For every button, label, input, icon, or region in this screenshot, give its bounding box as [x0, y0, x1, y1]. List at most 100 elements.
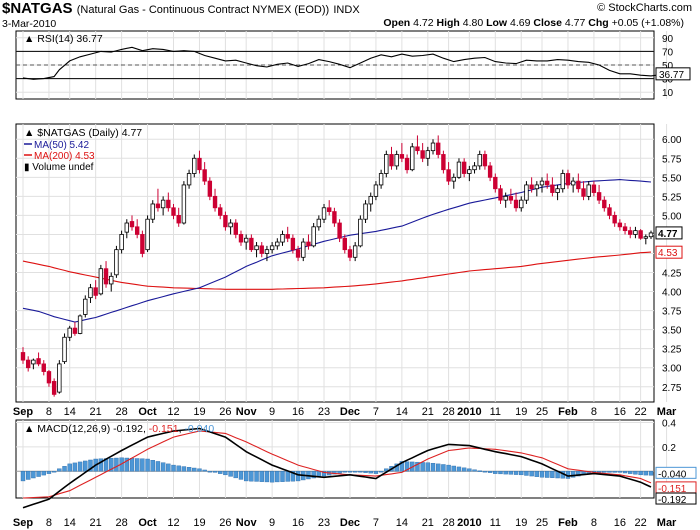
macd-histogram-bar	[98, 458, 104, 472]
price-candle	[628, 230, 633, 235]
macd-histogram-bar	[181, 466, 187, 472]
price-x-label: 25	[536, 406, 548, 418]
macd-histogram-bar	[218, 470, 223, 474]
price-candle	[290, 237, 296, 251]
price-candle	[109, 275, 114, 285]
macd-histogram-bar	[477, 470, 482, 472]
macd-histogram-bar	[436, 463, 441, 472]
price-candle	[124, 222, 130, 233]
macd-histogram-bar	[368, 470, 373, 474]
price-panel-frame	[15, 123, 655, 403]
price-candle	[311, 226, 316, 247]
price-candle	[62, 336, 67, 363]
price-x-label: 11	[490, 406, 501, 418]
macd-x-label: 16	[614, 517, 626, 529]
rsi-current-value: 36.77	[659, 70, 684, 81]
watermark: © StockCharts.com	[597, 2, 692, 14]
macd-histogram-bar	[399, 461, 405, 472]
rsi-tick-label: 50	[662, 61, 674, 72]
macd-histogram-bar	[534, 470, 540, 477]
price-candle	[555, 188, 560, 193]
rsi-tick-label: 10	[662, 88, 674, 99]
price-candle	[218, 207, 223, 216]
macd-x-label: 2010	[457, 517, 481, 529]
price-candle	[150, 203, 155, 220]
price-candle	[425, 150, 431, 159]
macd-histogram-bar	[41, 470, 46, 476]
price-candle	[461, 161, 467, 174]
price-candle	[529, 184, 534, 190]
macd-histogram-bar	[72, 462, 78, 472]
price-candle	[67, 327, 72, 338]
price-candle	[617, 222, 623, 228]
price-candle	[519, 199, 524, 209]
macd-histogram-bar	[337, 470, 342, 474]
macd-histogram-bar	[425, 462, 431, 472]
price-tick-label: 2.75	[662, 383, 682, 394]
price-candle	[612, 214, 617, 224]
price-candle	[565, 173, 571, 186]
quote-summary: Open 4.72 High 4.80 Low 4.69 Close 4.77 …	[383, 17, 684, 29]
price-x-label: 14	[64, 406, 76, 418]
price-candle	[186, 173, 192, 186]
price-candle	[622, 226, 628, 232]
price-x-label: 16	[614, 406, 626, 418]
macd-histogram-bar	[88, 459, 93, 472]
price-candle	[88, 287, 93, 299]
macd-histogram-bar	[77, 461, 83, 472]
price-candle	[404, 157, 410, 171]
ma50-legend: MA(50) 5.42	[34, 140, 89, 151]
macd-histogram-bar	[404, 461, 410, 472]
macd-signal-line	[22, 430, 652, 499]
price-x-label: 19	[515, 406, 527, 418]
price-x-label: Feb	[558, 406, 578, 418]
macd-histogram-bar	[648, 470, 654, 476]
macd-histogram-bar	[332, 470, 337, 475]
price-candle	[192, 157, 197, 174]
macd-histogram-bar	[612, 470, 617, 473]
macd-histogram-bar	[212, 470, 218, 473]
price-x-label: 22	[634, 406, 646, 418]
macd-histogram-bar	[519, 470, 524, 476]
rsi-current-tag	[655, 67, 691, 81]
macd-legend-macd: -0.192	[113, 423, 143, 435]
price-x-label: 28	[442, 406, 454, 418]
macd-x-label: Mar	[657, 517, 677, 529]
price-candle	[451, 176, 456, 182]
price-candle	[202, 169, 207, 182]
macd-x-label: Nov	[236, 517, 258, 529]
macd-histogram-bar	[171, 464, 176, 472]
macd-histogram-bar	[373, 470, 379, 474]
macd-x-label: Oct	[138, 517, 157, 529]
macd-histogram-bar	[140, 458, 145, 472]
price-x-label: 12	[167, 406, 179, 418]
price-candle	[93, 287, 98, 296]
macd-histogram-bar	[384, 468, 389, 472]
macd-histogram-bar	[570, 470, 576, 478]
macd-histogram-bar	[25, 470, 31, 480]
price-candle	[25, 359, 31, 369]
macd-histogram-bar	[342, 470, 347, 473]
price-x-label: 8	[591, 406, 597, 418]
macd-histogram-bar	[524, 470, 529, 476]
macd-histogram-bar	[275, 470, 280, 483]
macd-histogram-bar	[114, 457, 119, 472]
macd-histogram-bar	[31, 470, 36, 479]
high-value: 4.80	[462, 17, 484, 29]
macd-histogram-bar	[358, 470, 363, 473]
macd-legend-prefix: ▲ MACD(12,26,9)	[24, 423, 113, 435]
price-candle	[155, 203, 161, 209]
macd-hist-tag: -0.040	[658, 469, 687, 480]
macd-x-label: 14	[396, 517, 408, 529]
price-candle	[373, 184, 379, 197]
macd-histogram-bar	[441, 464, 446, 472]
macd-x-label: 8	[591, 517, 597, 529]
price-candle	[233, 222, 238, 235]
macd-x-label: 22	[634, 517, 646, 529]
chart-symbol-title: $NATGAS (Natural Gas - Continuous Contra…	[2, 0, 360, 17]
price-candle	[166, 199, 171, 209]
macd-histogram-bar	[202, 469, 207, 472]
price-candle	[544, 180, 550, 186]
macd-histogram-bar	[602, 470, 607, 473]
